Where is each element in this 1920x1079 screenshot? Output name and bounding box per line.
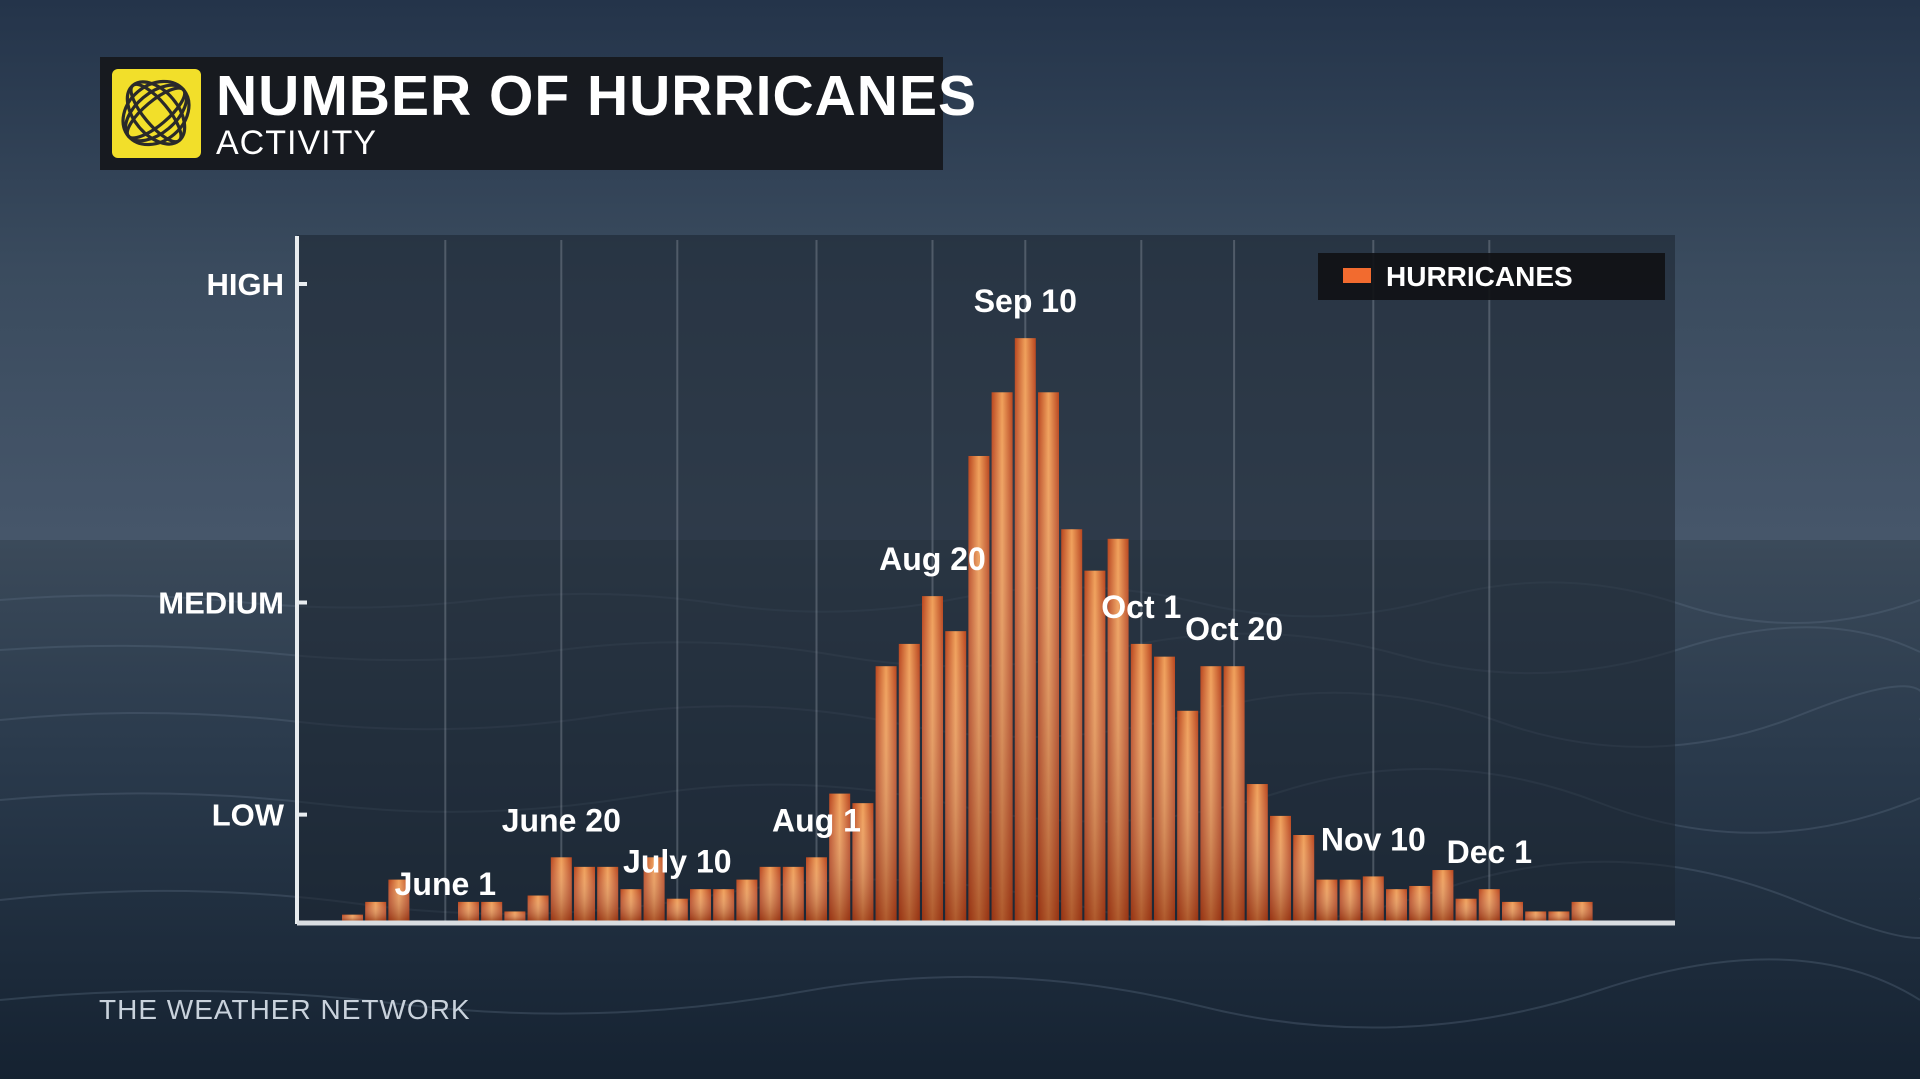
bar-shade	[782, 866, 804, 921]
legend-box	[1318, 253, 1665, 300]
bar-shade	[1386, 889, 1407, 921]
bar-shade	[852, 803, 874, 921]
bar-shade	[597, 866, 619, 921]
bar-shade	[1130, 643, 1152, 921]
bar-shade	[365, 901, 387, 921]
bar-shade	[1362, 876, 1384, 921]
date-label: Dec 1	[1447, 834, 1532, 870]
bar-shade	[875, 666, 897, 921]
bar-shade	[829, 793, 851, 921]
footer-brand: THE WEATHER NETWORK	[99, 994, 471, 1025]
y-tick-label: HIGH	[207, 267, 285, 302]
bar-shade	[1432, 870, 1454, 921]
date-label: June 20	[502, 802, 621, 838]
bar-shade	[620, 889, 642, 921]
bar-shade	[945, 631, 967, 921]
bar-shade	[690, 889, 711, 921]
bar-shade	[1339, 879, 1361, 921]
y-tick-label: MEDIUM	[158, 586, 284, 621]
bar-shade	[1223, 666, 1245, 921]
y-axis-labels: HIGH MEDIUM LOW	[158, 267, 307, 833]
bar-shade	[806, 857, 827, 921]
bar-shade	[1548, 911, 1570, 921]
bar-shade	[1246, 784, 1268, 921]
bar-shade	[991, 392, 1013, 921]
date-label: June 1	[395, 866, 496, 902]
bar-shade	[898, 643, 920, 921]
date-label: Nov 10	[1321, 821, 1426, 857]
title-box: NUMBER OF HURRICANES ACTIVITY	[100, 57, 976, 170]
y-tick-label: LOW	[212, 798, 285, 833]
chart-title: NUMBER OF HURRICANES	[216, 64, 977, 128]
weather-network-logo	[112, 69, 201, 158]
bar-shade	[1154, 656, 1175, 921]
bar-shade	[574, 866, 595, 921]
bar-shade	[1107, 538, 1129, 921]
bar-shade	[1502, 901, 1523, 921]
axes	[295, 236, 1675, 926]
date-label: Sep 10	[974, 283, 1077, 319]
bar-shade	[713, 889, 735, 921]
date-label: Oct 1	[1101, 589, 1181, 625]
legend: HURRICANES	[1318, 253, 1665, 300]
bar-shade	[1293, 835, 1315, 921]
bar-shade	[1525, 911, 1547, 921]
bar-shade	[1038, 392, 1059, 921]
bar-shade	[759, 866, 781, 921]
bar-shade	[527, 895, 549, 921]
bar-shade	[1409, 885, 1431, 921]
bar-shade	[1455, 898, 1477, 921]
bar-shade	[481, 901, 503, 921]
bar-shade	[922, 596, 943, 921]
bars	[342, 338, 1593, 921]
bar-shade	[736, 879, 758, 921]
bar-shade	[504, 911, 526, 921]
bar-shade	[550, 857, 572, 921]
bar-shade	[968, 455, 990, 921]
date-label: July 10	[623, 844, 732, 880]
bar-shade	[1084, 570, 1106, 921]
legend-label: HURRICANES	[1386, 261, 1573, 292]
bar-shade	[458, 901, 479, 921]
bar-shade	[1571, 901, 1593, 921]
bar-shade	[1061, 529, 1083, 921]
bar-shade	[1478, 889, 1500, 921]
bar-shade	[342, 914, 363, 921]
chart-subtitle: ACTIVITY	[216, 124, 378, 162]
bar-shade	[666, 898, 688, 921]
legend-swatch	[1343, 268, 1371, 283]
bar-shade	[1316, 879, 1338, 921]
bar-shade	[1270, 815, 1291, 921]
bar-shade	[1177, 710, 1199, 921]
date-label: Aug 1	[772, 802, 861, 838]
date-label: Oct 20	[1185, 611, 1283, 647]
date-label: Aug 20	[879, 541, 986, 577]
bar-shade	[1200, 666, 1222, 921]
bar-shade	[643, 857, 665, 921]
bar-shade	[388, 879, 410, 921]
bar-shade	[1014, 338, 1036, 921]
